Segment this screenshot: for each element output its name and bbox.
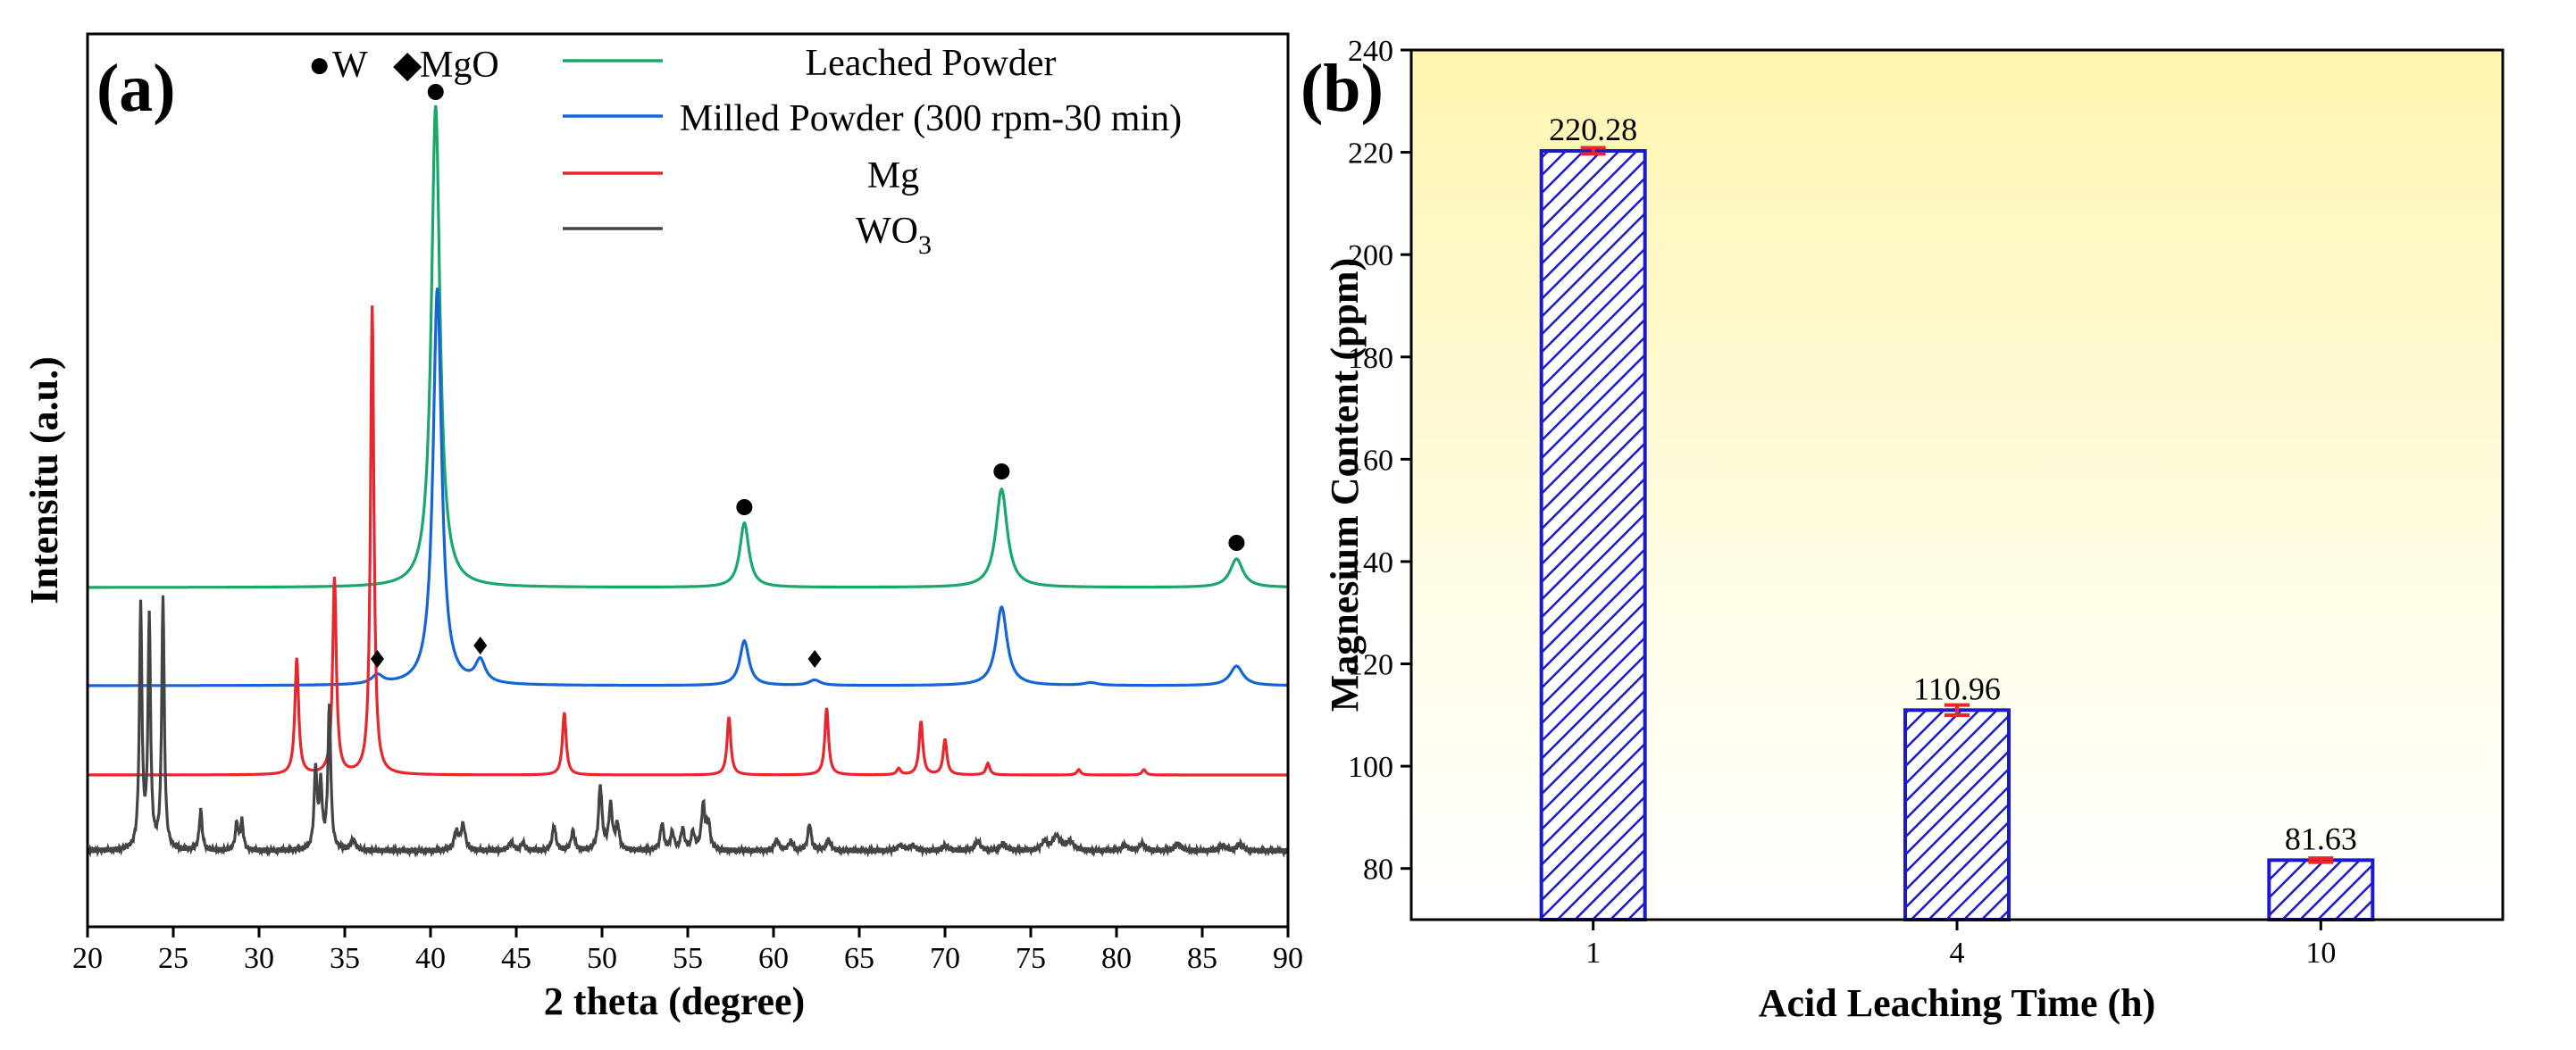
marker-legend-mgo-label: MgO [420,45,499,86]
bar-value-label: 81.63 [2285,821,2357,856]
panel-b-bars: 220.28 110.96 81.63 [1539,112,2375,922]
x-tick-label: 60 [758,942,789,975]
legend-label-leached: Leached Powder [805,43,1056,84]
panel-b-label: (b) [1301,51,1384,126]
x-tick-label: 85 [1187,942,1217,975]
x-tick-label: 10 [2305,937,2336,970]
x-tick-label: 30 [244,942,274,975]
x-tick-label: 35 [330,942,360,975]
panel-a-label: (a) [96,51,176,126]
legend-label-wo3: WO3 [856,211,932,260]
panel-b-x-ticks: 1 4 10 [1585,920,2336,970]
panel-a-series-legend: Leached Powder Milled Powder (300 rpm-30… [563,43,1182,260]
bar-4 [1903,708,2011,922]
marker-legend-mgo-symbol: ◆ [393,45,422,86]
y-tick-label: 100 [1348,751,1393,784]
panel-a-y-axis-title: Intensitu (a.u.) [22,356,66,604]
x-tick-label: 90 [1273,942,1303,975]
y-tick-label: 240 [1348,35,1393,68]
x-tick-label: 75 [1016,942,1046,975]
panel-a-frame [86,32,1290,929]
y-tick-label: 140 [1348,546,1393,579]
legend-label-milled: Milled Powder (300 rpm-30 min) [680,98,1182,139]
w-peak-marker [1228,535,1245,551]
xrd-series-line-3 [86,595,1290,859]
y-tick-label: 80 [1363,854,1393,887]
x-tick-label: 80 [1101,942,1132,975]
y-tick-label: 220 [1348,138,1393,171]
panel-a-marker-legend: ● W ◆ MgO [308,45,499,86]
legend-label-wo3-sub: 3 [918,230,932,260]
x-tick-label: 1 [1585,937,1601,970]
panel-b-y-axis-title: Magnesium Content (ppm) [1323,258,1367,712]
x-tick-label: 70 [930,942,960,975]
y-tick-label: 200 [1348,239,1393,272]
panel-a-peak-markers [370,84,1245,668]
x-tick-label: 65 [844,942,874,975]
panel-b-x-axis-title: Acid Leaching Time (h) [1759,981,2156,1025]
bar-10 [2267,858,2375,921]
legend-label-mg: Mg [867,155,919,196]
marker-legend-w-symbol: ● [308,45,330,86]
xrd-series-line-1 [88,288,1288,688]
y-tick-label: 120 [1348,649,1393,682]
panel-b-y-ticks: 80 100 120 140 160 180 200 220 240 [1348,35,1411,887]
bar-1 [1539,148,1647,921]
w-peak-marker [736,499,753,515]
w-peak-marker [993,463,1010,479]
xrd-series-line-0 [88,104,1288,589]
y-tick-label: 160 [1348,444,1393,477]
mgo-peak-marker [370,650,384,668]
x-tick-label: 25 [158,942,188,975]
w-peak-marker [427,84,444,100]
mgo-peak-marker [807,650,822,668]
x-tick-label: 40 [415,942,446,975]
legend-label-wo3-base: WO [856,211,918,252]
x-tick-label: 50 [587,942,617,975]
panel-a-series [86,104,1290,859]
panel-b: 220.28 110.96 81.63 80 100 120 140 160 180 200 22… [1301,35,2505,1025]
x-tick-label: 45 [501,942,531,975]
panel-a-x-axis-title: 2 theta (degree) [544,979,805,1023]
x-tick-label: 4 [1950,937,1965,970]
bar-value-label: 220.28 [1549,112,1637,147]
y-tick-label: 180 [1348,342,1393,375]
bar-value-label: 110.96 [1913,671,2001,706]
xrd-series-line-2 [88,305,1288,777]
panel-a: 20 25 30 35 40 45 50 55 60 65 70 75 80 85 90 (a) ● W ◆… [22,32,1303,1023]
panel-a-x-ticks: 20 25 30 35 40 45 50 55 60 65 70 75 80 85 90 [72,927,1303,975]
x-tick-label: 20 [72,942,103,975]
marker-legend-w-label: W [332,45,368,86]
mgo-peak-marker [473,637,488,654]
x-tick-label: 55 [673,942,703,975]
